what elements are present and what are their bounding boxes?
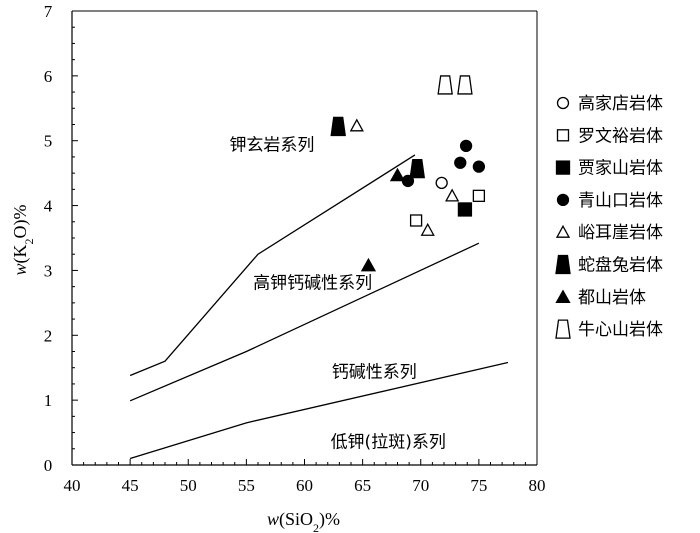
boundary-line-lower (129, 361, 509, 460)
data-point-circle-filled (459, 139, 473, 153)
legend-label: 青山口岩体 (578, 191, 663, 211)
data-point-circle-filled (472, 160, 486, 173)
data-point-triangle-open (420, 222, 435, 236)
legend-label: 都山岩体 (578, 288, 646, 308)
x-axis-label: w(SiO2)% (267, 509, 340, 533)
y-tick-label: 7 (44, 2, 53, 21)
data-point-triangle-open (445, 188, 460, 202)
region-label: 低钾(拉斑)系列 (331, 432, 446, 452)
boundary-line-upper (129, 154, 416, 377)
x-tick-label: 70 (412, 476, 429, 495)
boundary-line-middle (129, 242, 480, 402)
legend-marker-trapezoid-open (555, 319, 571, 339)
legend-label: 牛心山岩体 (578, 320, 663, 340)
y-tick-label: 3 (44, 261, 53, 280)
data-point-circle-filled (454, 156, 467, 169)
x-tick-label: 50 (180, 476, 197, 495)
legend-marker-circle-filled (556, 193, 570, 207)
y-tick-label: 4 (44, 197, 53, 216)
x-tick-label: 65 (354, 476, 371, 495)
legend-label: 高家店岩体 (578, 94, 663, 114)
legend-marker-trapezoid-filled (555, 254, 571, 275)
x-tick-label: 60 (296, 476, 313, 495)
legend-marker-square-open (556, 129, 570, 142)
region-label: 钾玄岩系列 (229, 135, 314, 155)
x-tick-label: 55 (238, 476, 255, 495)
x-tick-label: 75 (470, 476, 487, 495)
y-tick-label: 6 (44, 67, 53, 86)
data-point-square-open (409, 214, 423, 227)
data-point-trapezoid-open (457, 75, 473, 95)
legend-label: 贾家山岩体 (578, 159, 663, 179)
region-label: 钙碱性系列 (332, 362, 417, 382)
data-point-triangle-filled (389, 167, 406, 182)
y-axis-label: w(K2O)% (10, 204, 36, 275)
data-point-circle-open (435, 176, 448, 190)
data-points (330, 75, 486, 272)
data-point-square-filled (457, 202, 473, 217)
legend-label: 罗文裕岩体 (578, 126, 663, 146)
x-tick-label: 40 (64, 476, 81, 495)
y-tick-label: 1 (44, 391, 53, 410)
legend-label: 蛇盘兔岩体 (578, 256, 663, 276)
y-tick-label: 2 (44, 326, 53, 345)
y-tick-label: 5 (44, 132, 53, 151)
data-point-trapezoid-filled (409, 158, 426, 179)
x-tick-label: 45 (122, 476, 139, 495)
x-tick-label: 80 (529, 476, 546, 495)
series-boundary-lines (129, 154, 509, 460)
region-label: 高钾钙碱性系列 (253, 274, 372, 294)
data-point-trapezoid-open (437, 75, 453, 95)
legend-label: 峪耳崖岩体 (578, 223, 663, 243)
legend-marker-circle-open (556, 96, 570, 110)
data-point-triangle-filled (360, 257, 377, 272)
data-point-triangle-open (349, 118, 364, 132)
legend-marker-square-filled (555, 160, 571, 175)
legend-marker-triangle-open (555, 224, 571, 238)
data-point-square-open (472, 189, 486, 202)
data-point-trapezoid-filled (330, 116, 346, 137)
legend-marker-triangle-filled (555, 289, 571, 303)
y-tick-label: 0 (44, 456, 53, 475)
